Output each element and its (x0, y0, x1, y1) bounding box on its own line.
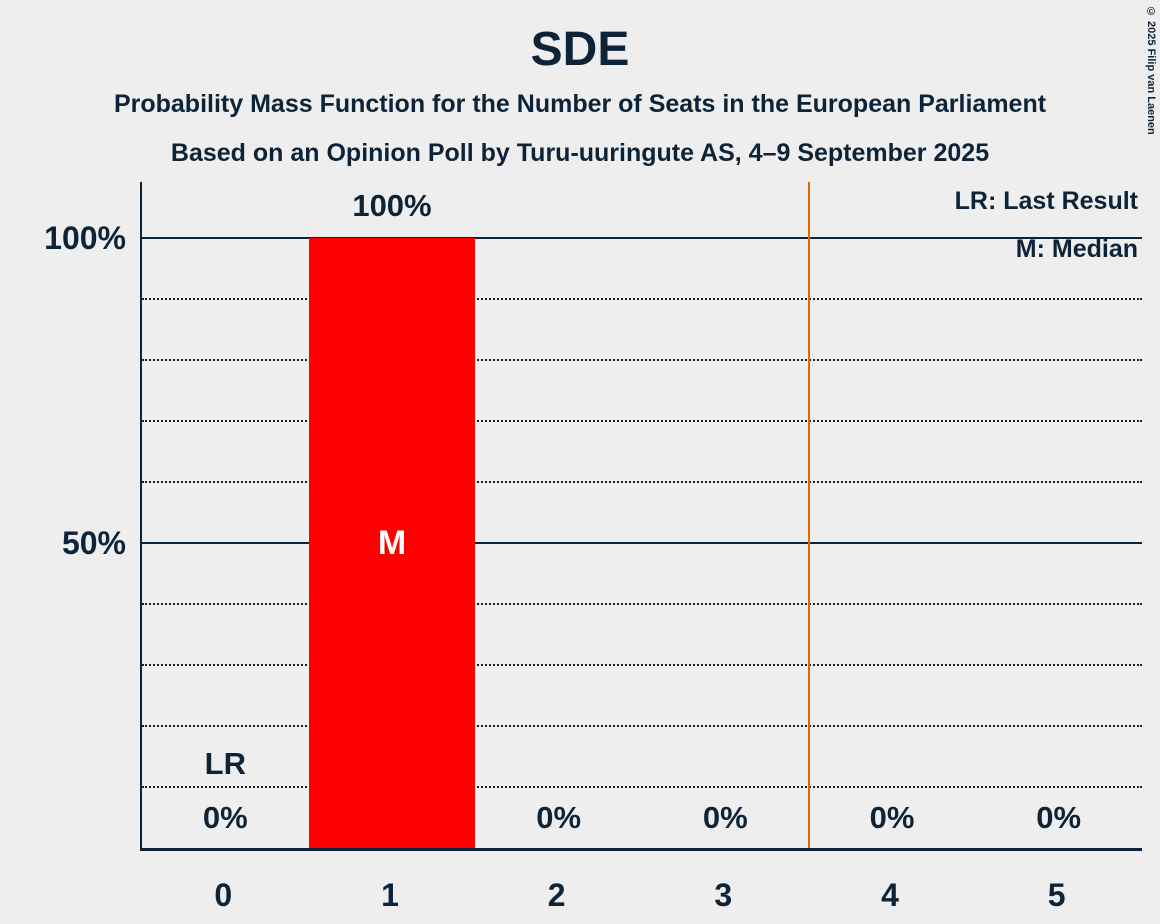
x-tick-label: 2 (547, 877, 566, 913)
bar-value-label: 0% (536, 800, 582, 835)
gridline-dotted (142, 359, 1142, 361)
plot-area: 0% 100% 0% 0% 0% 0% M LR (140, 182, 1142, 851)
bar-value-label: 100% (352, 188, 432, 223)
last-result-label: LR (204, 746, 246, 781)
x-tick-label: 4 (881, 877, 899, 913)
gridline-dotted (142, 481, 1142, 483)
lr-line (807, 182, 810, 848)
bar (308, 238, 476, 848)
bar-value-label: 0% (1036, 800, 1082, 835)
gridline-dotted (142, 603, 1142, 605)
chart-title: SDE (530, 23, 630, 76)
copyright-notice: © 2025 Filip van Laenen (1145, 6, 1157, 135)
y-tick-label: 100% (44, 220, 126, 256)
gridline-solid (142, 237, 1142, 239)
chart-subtitle: Probability Mass Function for the Number… (113, 90, 1047, 118)
gridline-dotted (142, 298, 1142, 300)
gridline-dotted (142, 725, 1142, 727)
chart-poll-source: Based on an Opinion Poll by Turu-uuringu… (170, 139, 990, 167)
y-tick-label: 50% (61, 525, 126, 561)
gridline-dotted (142, 786, 1142, 788)
x-tick-label: 3 (714, 877, 733, 913)
x-tick-label: 0 (214, 877, 233, 913)
legend-median: M: Median (1015, 235, 1138, 263)
bar-value-label: 0% (202, 800, 248, 835)
gridline-solid (142, 542, 1142, 544)
median-label: M (377, 524, 407, 562)
gridline-dotted (142, 664, 1142, 666)
bar-value-label: 0% (702, 800, 748, 835)
x-tick-label: 1 (381, 877, 399, 913)
bar-value-label: 0% (869, 800, 915, 835)
gridline-dotted (142, 420, 1142, 422)
x-tick-label: 5 (1047, 877, 1066, 913)
legend-last-result: LR: Last Result (954, 187, 1138, 215)
